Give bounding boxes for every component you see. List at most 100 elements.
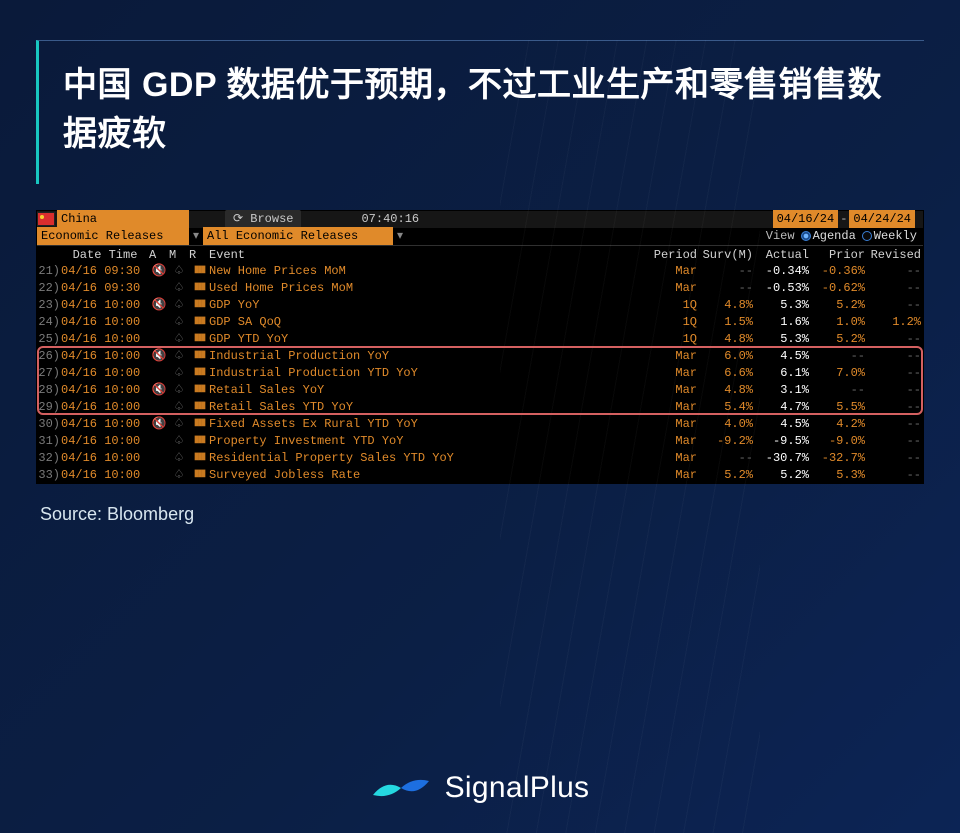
bell-icon[interactable]: ♤ xyxy=(169,279,189,296)
speaker-icon[interactable] xyxy=(149,330,169,347)
col-a[interactable]: A xyxy=(149,246,169,262)
row-datetime: 04/16 10:00 xyxy=(61,432,149,449)
speaker-icon[interactable] xyxy=(149,398,169,415)
table-row[interactable]: 24)04/16 10:00♤▮▮▮GDP SA QoQ1Q1.5%1.6%1.… xyxy=(37,313,923,330)
row-index: 31) xyxy=(37,432,61,449)
row-actual: -30.7% xyxy=(755,449,811,466)
bars-icon[interactable]: ▮▮▮ xyxy=(189,381,209,398)
bell-icon[interactable]: ♤ xyxy=(169,381,189,398)
speaker-icon[interactable] xyxy=(149,466,169,483)
bell-icon[interactable]: ♤ xyxy=(169,415,189,432)
col-revised[interactable]: Revised xyxy=(867,246,923,262)
subcategory-select[interactable]: All Economic Releases xyxy=(203,227,393,245)
col-surv[interactable]: Surv(M) xyxy=(699,246,755,262)
weekly-label: Weekly xyxy=(874,227,923,245)
speaker-icon[interactable]: 🔇 xyxy=(149,262,169,279)
speaker-icon[interactable] xyxy=(149,313,169,330)
col-datetime[interactable]: Date Time xyxy=(61,246,149,262)
bars-icon[interactable]: ▮▮▮ xyxy=(189,415,209,432)
col-period[interactable]: Period xyxy=(649,246,699,262)
bell-icon[interactable]: ♤ xyxy=(169,398,189,415)
table-row[interactable]: 29)04/16 10:00♤▮▮▮Retail Sales YTD YoYMa… xyxy=(37,398,923,415)
table-row[interactable]: 28)04/16 10:00🔇♤▮▮▮Retail Sales YoYMar4.… xyxy=(37,381,923,398)
bars-icon[interactable]: ▮▮▮ xyxy=(189,398,209,415)
col-prior[interactable]: Prior xyxy=(811,246,867,262)
row-revised: -- xyxy=(867,415,923,432)
bell-icon[interactable]: ♤ xyxy=(169,432,189,449)
row-datetime: 04/16 10:00 xyxy=(61,364,149,381)
bell-icon[interactable]: ♤ xyxy=(169,347,189,364)
row-prior: 5.3% xyxy=(811,466,867,483)
chevron-down-icon[interactable]: ▾ xyxy=(189,227,203,245)
col-event[interactable]: Event xyxy=(209,246,649,262)
row-surv: -9.2% xyxy=(699,432,755,449)
bars-icon[interactable]: ▮▮▮ xyxy=(189,449,209,466)
row-period: Mar xyxy=(649,398,699,415)
speaker-icon[interactable] xyxy=(149,449,169,466)
row-prior: 4.2% xyxy=(811,415,867,432)
bars-icon[interactable]: ▮▮▮ xyxy=(189,466,209,483)
row-surv: 1.5% xyxy=(699,313,755,330)
table-row[interactable]: 23)04/16 10:00🔇♤▮▮▮GDP YoY1Q4.8%5.3%5.2%… xyxy=(37,296,923,313)
bars-icon[interactable]: ▮▮▮ xyxy=(189,347,209,364)
row-event: GDP YoY xyxy=(209,296,649,313)
speaker-icon[interactable]: 🔇 xyxy=(149,415,169,432)
table-row[interactable]: 26)04/16 10:00🔇♤▮▮▮Industrial Production… xyxy=(37,347,923,364)
chevron-down-icon[interactable]: ▾ xyxy=(393,227,407,245)
bars-icon[interactable]: ▮▮▮ xyxy=(189,279,209,296)
row-event: Retail Sales YTD YoY xyxy=(209,398,649,415)
col-actual[interactable]: Actual xyxy=(755,246,811,262)
bell-icon[interactable]: ♤ xyxy=(169,296,189,313)
row-index: 25) xyxy=(37,330,61,347)
row-index: 24) xyxy=(37,313,61,330)
row-period: 1Q xyxy=(649,296,699,313)
bell-icon[interactable]: ♤ xyxy=(169,466,189,483)
date-to-input[interactable]: 04/24/24 xyxy=(849,210,915,228)
col-r[interactable]: R xyxy=(189,246,209,262)
radio-agenda[interactable] xyxy=(801,231,811,241)
bars-icon[interactable]: ▮▮▮ xyxy=(189,262,209,279)
speaker-icon[interactable]: 🔇 xyxy=(149,347,169,364)
clock: 07:40:16 xyxy=(361,210,419,228)
bars-icon[interactable]: ▮▮▮ xyxy=(189,432,209,449)
table-row[interactable]: 22)04/16 09:30♤▮▮▮Used Home Prices MoMMa… xyxy=(37,279,923,296)
speaker-icon[interactable] xyxy=(149,364,169,381)
table-row[interactable]: 25)04/16 10:00♤▮▮▮GDP YTD YoY1Q4.8%5.3%5… xyxy=(37,330,923,347)
bars-icon[interactable]: ▮▮▮ xyxy=(189,364,209,381)
table-row[interactable]: 31)04/16 10:00♤▮▮▮Property Investment YT… xyxy=(37,432,923,449)
speaker-icon[interactable] xyxy=(149,279,169,296)
bars-icon[interactable]: ▮▮▮ xyxy=(189,313,209,330)
agenda-label: Agenda xyxy=(813,227,856,245)
country-input[interactable]: China xyxy=(57,210,189,228)
table-row[interactable]: 32)04/16 10:00♤▮▮▮Residential Property S… xyxy=(37,449,923,466)
speaker-icon[interactable]: 🔇 xyxy=(149,296,169,313)
row-datetime: 04/16 10:00 xyxy=(61,449,149,466)
row-datetime: 04/16 10:00 xyxy=(61,381,149,398)
bell-icon[interactable]: ♤ xyxy=(169,330,189,347)
table-row[interactable]: 30)04/16 10:00🔇♤▮▮▮Fixed Assets Ex Rural… xyxy=(37,415,923,432)
speaker-icon[interactable]: 🔇 xyxy=(149,381,169,398)
browse-button[interactable]: ⟳ Browse xyxy=(225,210,301,228)
table-row[interactable]: 27)04/16 10:00♤▮▮▮Industrial Production … xyxy=(37,364,923,381)
row-event: Surveyed Jobless Rate xyxy=(209,466,649,483)
table-header: Date Time A M R Event Period Surv(M) Act… xyxy=(37,245,923,262)
row-index: 29) xyxy=(37,398,61,415)
table-row[interactable]: 21)04/16 09:30🔇♤▮▮▮New Home Prices MoMMa… xyxy=(37,262,923,279)
bars-icon[interactable]: ▮▮▮ xyxy=(189,296,209,313)
col-m[interactable]: M xyxy=(169,246,189,262)
radio-weekly[interactable] xyxy=(862,231,872,241)
bell-icon[interactable]: ♤ xyxy=(169,449,189,466)
speaker-icon[interactable] xyxy=(149,432,169,449)
bars-icon[interactable]: ▮▮▮ xyxy=(189,330,209,347)
bell-icon[interactable]: ♤ xyxy=(169,364,189,381)
row-period: Mar xyxy=(649,466,699,483)
table-row[interactable]: 33)04/16 10:00♤▮▮▮Surveyed Jobless RateM… xyxy=(37,466,923,483)
row-surv: 4.0% xyxy=(699,415,755,432)
category-select[interactable]: Economic Releases xyxy=(37,227,189,245)
bell-icon[interactable]: ♤ xyxy=(169,262,189,279)
row-prior: 5.2% xyxy=(811,296,867,313)
row-surv: -- xyxy=(699,279,755,296)
row-revised: -- xyxy=(867,347,923,364)
date-from-input[interactable]: 04/16/24 xyxy=(773,210,839,228)
bell-icon[interactable]: ♤ xyxy=(169,313,189,330)
